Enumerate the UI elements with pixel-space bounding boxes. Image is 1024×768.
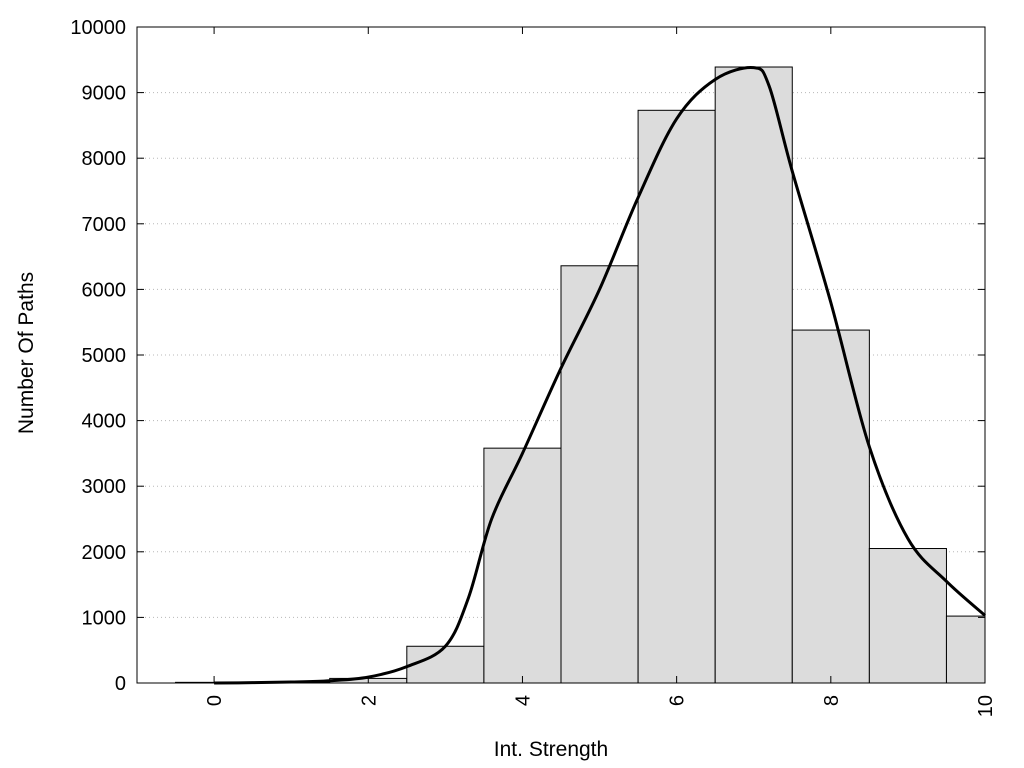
x-axis-label: Int. Strength: [494, 738, 608, 761]
histogram-bar: [791, 329, 870, 684]
x-tick-label: 8: [821, 695, 843, 706]
histogram-bar: [714, 66, 793, 684]
y-tick-label: 10000: [70, 17, 126, 39]
y-tick-label: 3000: [82, 476, 127, 498]
y-tick-label: 6000: [82, 279, 127, 301]
x-axis-ticks: 0 2 4 6 8 10: [204, 27, 997, 717]
histogram-bar: [483, 447, 562, 684]
y-tick-label: 0: [115, 673, 126, 695]
y-tick-label: 9000: [82, 83, 127, 105]
y-tick-label: 2000: [82, 542, 127, 564]
bars-layer: [175, 66, 986, 684]
x-tick-label: 10: [975, 695, 997, 717]
histogram-bar: [945, 615, 986, 684]
y-tick-label: 4000: [82, 411, 127, 433]
x-tick-label: 6: [667, 695, 689, 706]
y-tick-label: 7000: [82, 214, 127, 236]
histogram-bar: [560, 265, 639, 684]
x-tick-label: 4: [512, 695, 534, 706]
y-tick-label: 8000: [82, 148, 127, 170]
x-tick-label: 0: [204, 695, 226, 706]
y-axis-ticks: 0 1000 2000 3000 4000 5000 6000 7000 8000 9000 100…: [70, 17, 985, 695]
y-tick-label: 5000: [82, 345, 127, 367]
histogram-bar: [406, 645, 485, 684]
y-axis-label: Number Of Paths: [15, 272, 38, 434]
x-tick-label: 2: [358, 695, 380, 706]
y-tick-label: 1000: [82, 607, 127, 629]
histogram-bar: [637, 109, 716, 684]
